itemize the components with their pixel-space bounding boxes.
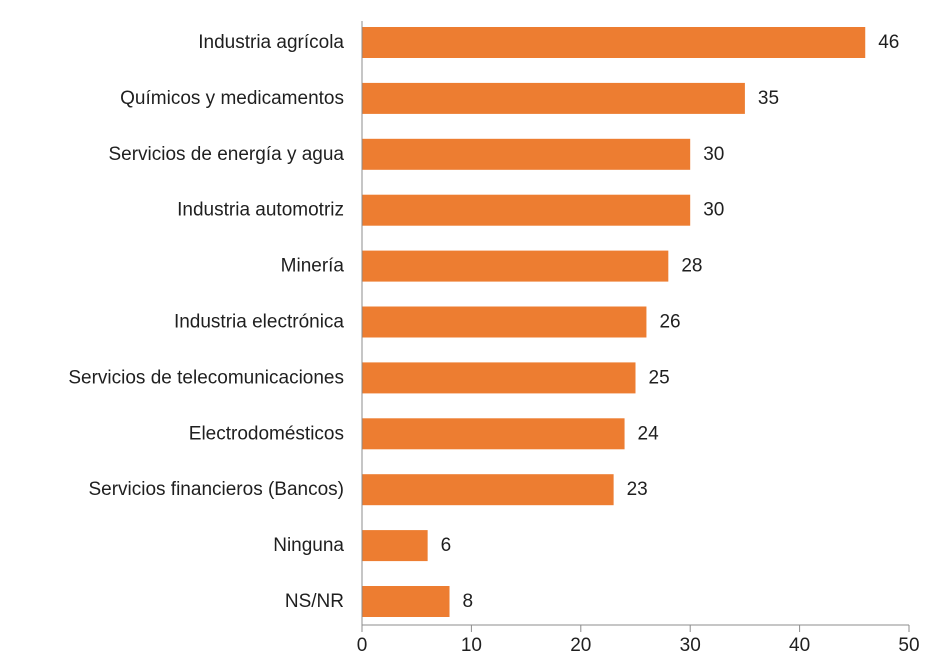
category-label: Servicios de telecomunicaciones <box>68 367 344 388</box>
bar <box>362 138 691 170</box>
bar <box>362 250 669 282</box>
category-label: Industria agrícola <box>198 32 344 53</box>
value-labels-layer: 46 35 30 30 28 26 25 24 23 6 8 <box>441 32 900 612</box>
bars-layer <box>362 27 866 617</box>
category-label: Industria electrónica <box>174 312 344 333</box>
bar <box>362 82 745 114</box>
category-label: Servicios de energía y agua <box>108 144 344 165</box>
data-label: 46 <box>878 32 899 53</box>
bar <box>362 418 625 450</box>
category-label: NS/NR <box>285 591 344 612</box>
bar <box>362 586 450 617</box>
category-label: Industria automotriz <box>177 200 344 221</box>
x-tick-label: 10 <box>461 635 482 656</box>
category-labels-layer: Industria agrícola Químicos y medicamento… <box>68 32 344 612</box>
category-label: Ninguna <box>273 535 344 556</box>
data-label: 28 <box>681 256 702 277</box>
data-label: 8 <box>463 591 474 612</box>
data-label: 24 <box>638 423 660 444</box>
data-label: 25 <box>649 367 670 388</box>
data-label: 26 <box>659 312 680 333</box>
bar <box>362 530 428 562</box>
category-label: Químicos y medicamentos <box>120 88 344 109</box>
data-label: 30 <box>703 200 724 221</box>
bar <box>362 194 691 226</box>
category-label: Minería <box>281 256 345 277</box>
bar <box>362 306 647 338</box>
bar <box>362 27 866 58</box>
x-tick-label: 0 <box>357 635 368 656</box>
x-tick-label: 20 <box>570 635 591 656</box>
data-label: 23 <box>627 479 648 500</box>
category-label: Electrodomésticos <box>189 423 344 444</box>
data-label: 6 <box>441 535 452 556</box>
data-label: 30 <box>703 144 724 165</box>
x-tick-label: 30 <box>680 635 701 656</box>
x-axis: 0 10 20 30 40 50 <box>357 21 920 656</box>
bar <box>362 474 614 506</box>
data-label: 35 <box>758 88 779 109</box>
category-label: Servicios financieros (Bancos) <box>88 479 344 500</box>
x-tick-label: 50 <box>898 635 919 656</box>
bar <box>362 362 636 394</box>
x-tick-label: 40 <box>789 635 810 656</box>
